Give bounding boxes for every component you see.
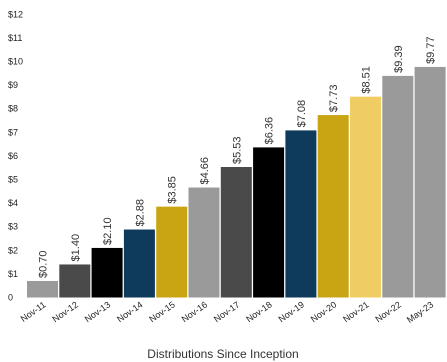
- x-tick-label: Nov-14: [115, 299, 145, 324]
- bar-nov-20: [317, 115, 349, 298]
- bar-may-23: [414, 66, 446, 298]
- x-tick-label: Nov-16: [180, 299, 210, 324]
- data-labels: $0.70 $1.40 $2.10 $2.88 $3.85 $4.66 $5.53 $6.36…: [38, 36, 438, 278]
- data-label: $4.66: [199, 157, 211, 185]
- data-label: $9.77: [425, 36, 437, 64]
- x-tick-label: Nov-19: [277, 299, 307, 324]
- bars: [27, 66, 446, 298]
- data-label: $1.40: [70, 234, 82, 262]
- data-label: $3.85: [167, 176, 179, 204]
- y-tick-label: $7: [8, 127, 18, 137]
- y-tick-label: 0: [8, 293, 13, 303]
- bar-nov-22: [382, 75, 414, 298]
- x-tick-label: Nov-13: [83, 299, 113, 324]
- x-tick-label: Nov-22: [373, 299, 403, 324]
- data-label: $7.08: [296, 100, 308, 128]
- y-axis-ticks: 0 $1 $2 $3 $4 $5 $6 $7 $8 $9 $10 $11 $12: [8, 9, 23, 302]
- y-tick-label: $5: [8, 175, 18, 185]
- y-tick-label: $2: [8, 245, 18, 255]
- bar-nov-14: [123, 229, 155, 298]
- y-tick-label: $11: [8, 33, 22, 43]
- data-label: $0.70: [38, 250, 50, 278]
- data-label: $6.36: [264, 117, 276, 145]
- x-tick-label: Nov-21: [341, 299, 371, 324]
- y-tick-label: $4: [8, 198, 18, 208]
- y-tick-label: $3: [8, 222, 18, 232]
- data-label: $2.88: [134, 199, 146, 227]
- data-label: $5.53: [231, 136, 243, 164]
- x-tick-label: Nov-18: [244, 299, 274, 324]
- data-label: $2.10: [102, 217, 114, 245]
- y-tick-label: $8: [8, 104, 18, 114]
- y-tick-label: $12: [8, 9, 23, 19]
- x-axis-label: Distributions Since Inception: [147, 347, 298, 361]
- x-axis-ticks: Nov-11 Nov-12 Nov-13 Nov-14 Nov-15 Nov-16 Nov-…: [19, 299, 436, 324]
- bar-nov-19: [285, 130, 317, 298]
- x-tick-label: Nov-15: [147, 299, 177, 324]
- data-label: $7.73: [328, 85, 340, 113]
- bar-nov-21: [350, 96, 381, 298]
- bar-nov-13: [91, 247, 123, 298]
- y-tick-label: $1: [8, 269, 18, 279]
- bar-nov-18: [253, 147, 285, 298]
- x-tick-label: May-23: [405, 299, 435, 324]
- y-tick-label: $6: [8, 151, 18, 161]
- x-tick-label: Nov-12: [50, 299, 80, 324]
- bar-nov-15: [156, 206, 188, 298]
- data-label: $8.51: [361, 66, 373, 94]
- x-tick-label: Nov-20: [309, 299, 339, 324]
- bar-nov-17: [220, 166, 252, 298]
- x-tick-label: Nov-11: [19, 299, 48, 323]
- y-tick-label: $10: [8, 57, 23, 67]
- data-label: $9.39: [393, 45, 405, 73]
- bar-nov-11: [27, 280, 58, 298]
- y-tick-label: $9: [8, 80, 18, 90]
- bar-nov-16: [188, 187, 220, 298]
- bar-nov-12: [59, 264, 91, 298]
- x-tick-label: Nov-17: [212, 299, 242, 324]
